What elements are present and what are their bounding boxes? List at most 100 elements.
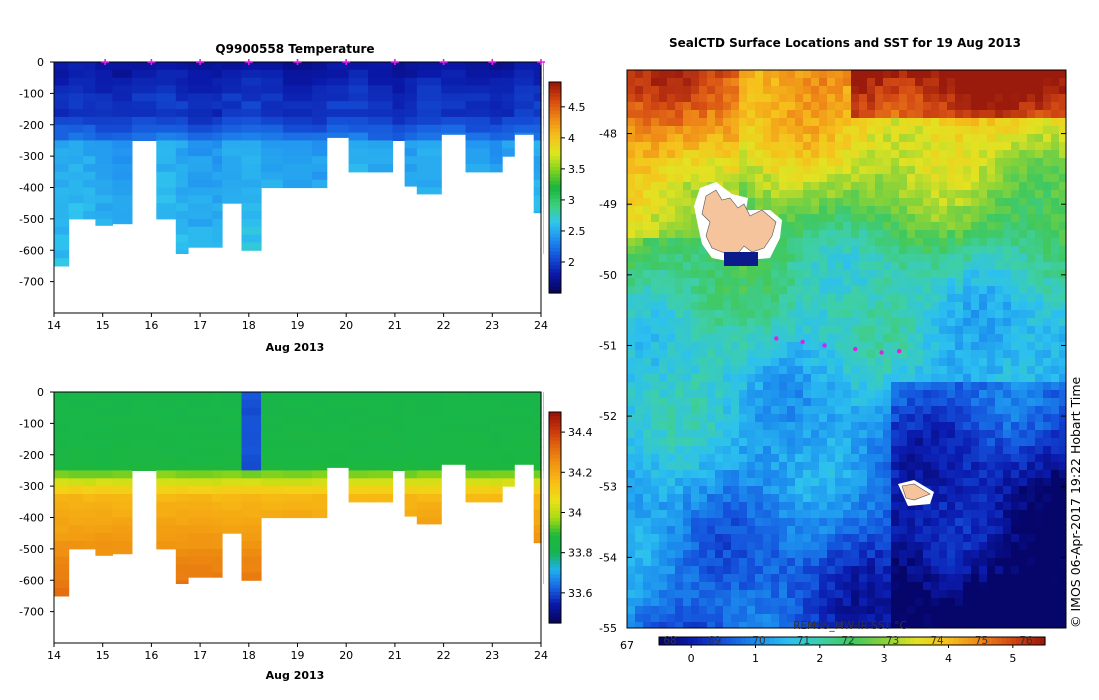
sst-cell (907, 150, 916, 159)
sst-cell (843, 174, 852, 183)
sst-cell (827, 158, 836, 167)
sst-cell (995, 270, 1004, 279)
sst-cell (1011, 550, 1020, 559)
sst-cell (779, 526, 788, 535)
sst-cell (635, 390, 644, 399)
profile-cell (68, 501, 84, 511)
sst-cell (771, 78, 780, 87)
sst-cell (963, 414, 972, 423)
sst-cell (923, 366, 932, 375)
sst-cell (875, 110, 884, 119)
sst-cell (843, 590, 852, 599)
sst-cell (763, 422, 772, 431)
sst-cell (691, 134, 700, 143)
sst-cell (715, 134, 724, 143)
profile-cell (95, 454, 113, 464)
profile-cell (441, 415, 467, 424)
sst-cell (691, 294, 700, 303)
sst-cell (795, 494, 804, 503)
sst-cell (659, 438, 668, 447)
sst-cell (891, 222, 900, 231)
sst-cell (803, 126, 812, 135)
sst-cell (843, 286, 852, 295)
profile-cell (261, 109, 284, 118)
sst-cell (771, 118, 780, 127)
sst-cell (883, 134, 892, 143)
sst-cell (1059, 350, 1067, 359)
sst-cell (819, 614, 828, 623)
sst-cell (1011, 94, 1020, 103)
sst-cell (675, 566, 684, 575)
sst-cell (787, 342, 796, 351)
sst-cell (907, 398, 916, 407)
sst-cell (1059, 574, 1067, 583)
sst-cell (659, 342, 668, 351)
sst-cell (955, 334, 964, 343)
profile-cell (312, 446, 328, 456)
sst-cell (939, 342, 948, 351)
profile-cell (156, 164, 177, 173)
sst-cell (763, 366, 772, 375)
sst-cell (699, 182, 708, 191)
sst-cell (995, 286, 1004, 295)
sst-cell (795, 150, 804, 159)
sst-cell (683, 78, 692, 87)
sst-cell (803, 598, 812, 607)
sst-cell (875, 494, 884, 503)
sst-cell (979, 542, 988, 551)
sst-cell (923, 174, 932, 183)
y-tick-label: -600 (19, 244, 44, 257)
sst-cell (867, 206, 876, 215)
sst-cell (843, 430, 852, 439)
sst-cell (715, 486, 724, 495)
sst-cell (963, 70, 972, 79)
sst-cell (843, 126, 852, 135)
profile-cell (404, 392, 418, 401)
profile-cell (187, 407, 213, 417)
sst-cell (747, 470, 756, 479)
sst-cell (1059, 438, 1067, 447)
profile-cell (348, 116, 369, 126)
sst-cell (643, 478, 652, 487)
sst-cell (963, 518, 972, 527)
sst-cell (667, 350, 676, 359)
sst-cell (779, 310, 788, 319)
sst-cell (803, 438, 812, 447)
profile-cell (131, 132, 157, 141)
sst-cell (827, 102, 836, 111)
sst-cell (771, 102, 780, 111)
sst-cell (907, 86, 916, 95)
sst-cell (907, 246, 916, 255)
sst-cell (987, 526, 996, 535)
sst-cell (707, 606, 716, 615)
sst-cell (883, 230, 892, 239)
sst-cell (1011, 574, 1020, 583)
sst-cell (763, 590, 772, 599)
sst-cell (827, 342, 836, 351)
sst-cell (971, 414, 980, 423)
sst-cell (627, 134, 636, 143)
sst-cell (867, 214, 876, 223)
profile-cell (404, 454, 418, 464)
colorbar-cell (549, 240, 561, 245)
profile-cell (502, 399, 515, 409)
sst-cell (755, 262, 764, 271)
sst-cell (1051, 246, 1060, 255)
sst-cell (771, 318, 780, 327)
profile-cell (441, 399, 467, 409)
sst-cell (675, 182, 684, 191)
sst-cell (875, 102, 884, 111)
profile-cell (156, 85, 177, 94)
sst-cell (683, 166, 692, 175)
sst-cell (883, 206, 892, 215)
sst-cell (755, 510, 764, 519)
sst-cell (923, 166, 932, 175)
sst-cell (907, 342, 916, 351)
sst-cell (731, 454, 740, 463)
sst-cell (867, 406, 876, 415)
profile-cell (95, 399, 113, 409)
sst-cell (787, 182, 796, 191)
profile-cell (156, 399, 177, 409)
sst-cell (811, 454, 820, 463)
sst-cell (867, 366, 876, 375)
